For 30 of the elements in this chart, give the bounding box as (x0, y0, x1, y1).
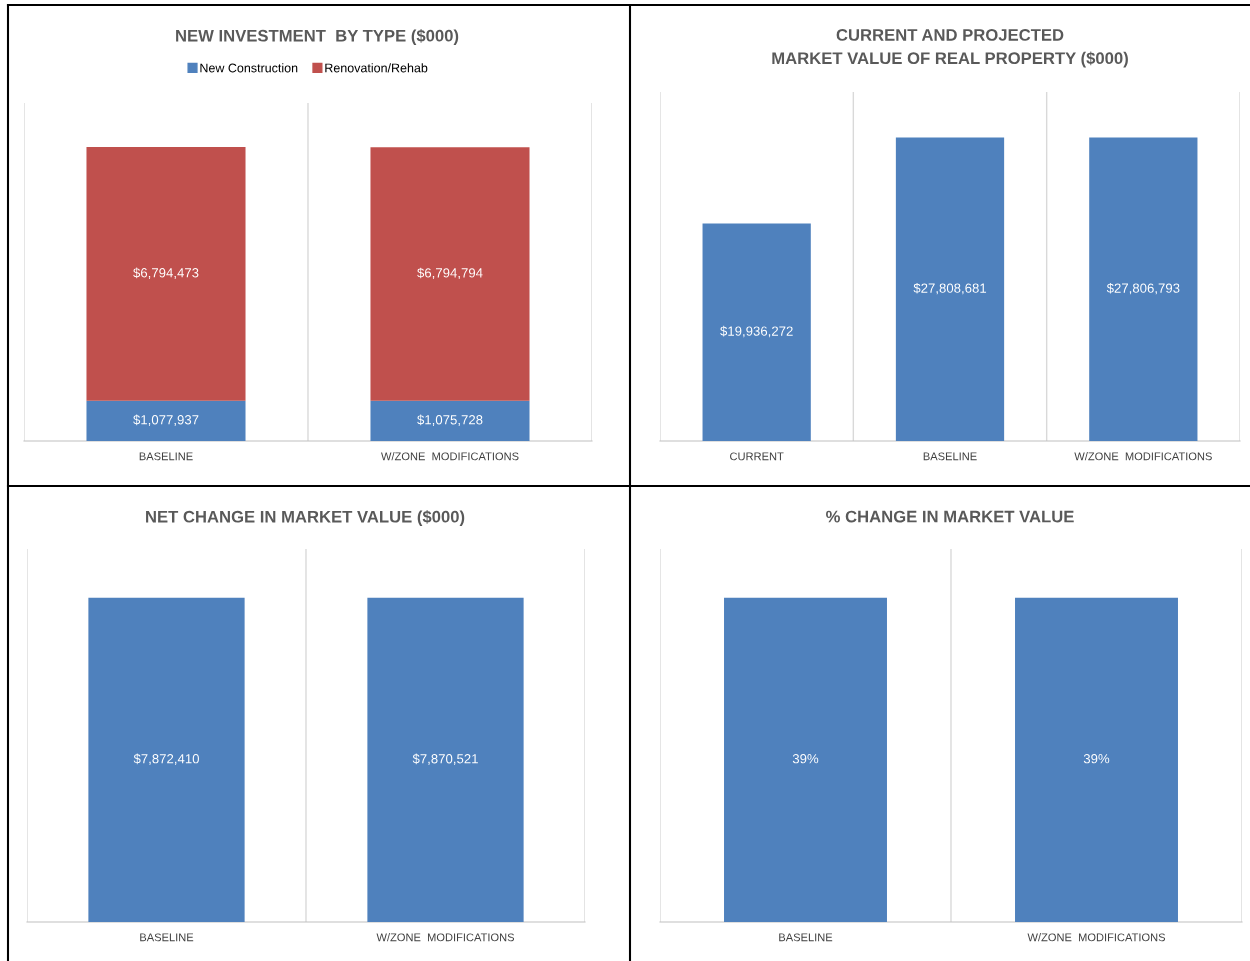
x-tick-label: BASELINE (923, 452, 977, 461)
bar (86, 400, 246, 441)
bar (86, 147, 246, 401)
data-label: $6,794,473 (133, 267, 199, 280)
data-label: $6,794,794 (417, 267, 483, 280)
data-label: $27,806,793 (1106, 282, 1180, 295)
x-tick-label: W/ZONE MODIFICATIONS (1074, 452, 1212, 461)
x-tick-label: BASELINE (140, 933, 194, 942)
legend-label: Renovation/Rehab (325, 63, 428, 73)
x-tick-label: BASELINE (139, 452, 193, 461)
x-tick-label: CURRENT (730, 452, 784, 461)
data-label: 39% (792, 754, 819, 764)
data-label: $19,936,272 (720, 325, 793, 338)
data-label: 39% (1083, 754, 1110, 764)
chart-title: % CHANGE IN MARKET VALUE (826, 510, 1074, 523)
data-label: $7,872,410 (133, 753, 200, 765)
x-tick-label: W/ZONE MODIFICATIONS (381, 452, 519, 461)
data-label: $27,808,681 (913, 282, 987, 295)
x-tick-label: BASELINE (779, 933, 833, 942)
x-tick-label: W/ZONE MODIFICATIONS (1027, 933, 1166, 942)
x-tick-label: W/ZONE MODIFICATIONS (376, 933, 515, 942)
chart-title: NET CHANGE IN MARKET VALUE ($000) (146, 510, 465, 526)
data-label: $1,077,937 (133, 414, 199, 426)
bar (370, 147, 530, 401)
bar (370, 400, 530, 441)
legend-label: New Construction (200, 63, 298, 73)
data-label: $1,075,728 (417, 414, 483, 427)
chart-title: CURRENT AND PROJECTED MARKET VALUE OF REAL PROPERTY ($000) (772, 29, 1128, 68)
data-label: $7,870,521 (412, 753, 478, 765)
chart-title: NEW INVESTMENT BY TYPE ($000) (176, 29, 459, 45)
